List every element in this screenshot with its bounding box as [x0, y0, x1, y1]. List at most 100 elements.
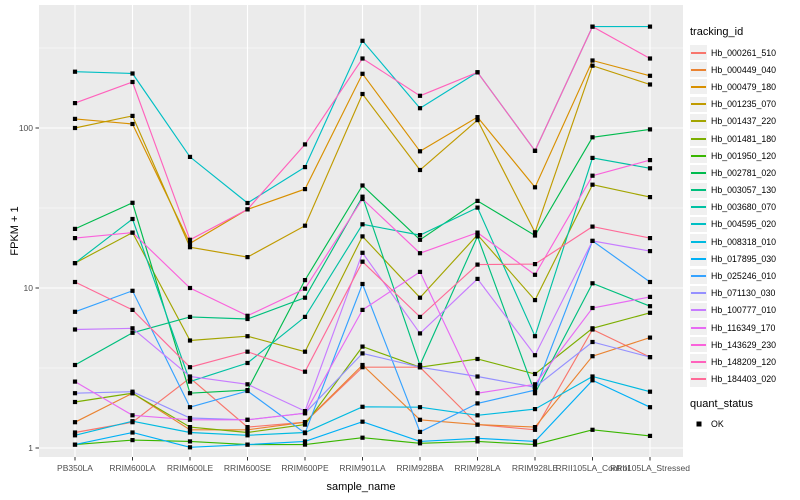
data-point — [72, 69, 78, 74]
legend-line-icon — [691, 309, 706, 312]
data-point — [187, 154, 193, 159]
legend-line-icon — [691, 171, 706, 174]
data-point — [72, 327, 78, 332]
legend-label: Hb_001950_120 — [711, 150, 777, 161]
legend-key-swatch — [690, 337, 707, 353]
x-tick-label: RRIM600SE — [223, 463, 272, 473]
data-point — [72, 279, 78, 285]
data-point — [647, 304, 653, 309]
data-point — [475, 276, 480, 281]
data-point — [532, 230, 538, 235]
data-point — [360, 351, 365, 356]
data-point — [590, 427, 595, 432]
data-point — [417, 417, 423, 422]
legend-label: Hb_001481_180 — [711, 133, 777, 144]
legend-row-Hb_001235_070: Hb_001235_070 — [690, 96, 798, 113]
data-point — [475, 422, 480, 427]
data-point — [417, 93, 423, 98]
data-point — [130, 288, 135, 293]
legend-key-swatch — [690, 113, 707, 129]
data-point — [360, 196, 365, 202]
legend-label: Hb_002781_020 — [711, 167, 777, 178]
data-point — [130, 71, 135, 76]
data-point — [647, 279, 653, 285]
x-tick-label: RRII105LA_Stressed — [610, 463, 690, 473]
data-point — [647, 158, 653, 163]
x-tick-label: RRIM928LE — [511, 463, 559, 473]
data-point — [72, 101, 78, 106]
data-point — [130, 200, 135, 205]
data-point — [647, 24, 653, 29]
data-point — [475, 436, 480, 441]
legend-key-swatch — [690, 45, 707, 61]
panel-background — [39, 5, 683, 457]
data-point — [187, 425, 193, 430]
legend-line-icon — [691, 68, 706, 71]
data-point — [130, 307, 135, 312]
legend-key-swatch — [690, 354, 707, 370]
data-point — [475, 439, 480, 444]
data-point — [245, 433, 250, 438]
data-point — [187, 365, 193, 370]
y-tick-label: 1 — [28, 443, 33, 453]
data-point — [647, 335, 653, 340]
data-point — [475, 391, 480, 396]
legend-key-swatch — [690, 234, 707, 250]
data-point — [187, 245, 193, 250]
data-point — [187, 405, 193, 410]
legend: tracking_id Hb_000261_510 Hb_000449_040 Hb… — [690, 26, 798, 433]
data-point — [130, 79, 135, 85]
data-point — [532, 262, 538, 267]
data-point — [590, 182, 595, 187]
data-point — [417, 405, 423, 410]
x-tick-label: RRIM600LE — [166, 463, 214, 473]
data-point — [360, 435, 365, 440]
data-point — [647, 294, 653, 299]
data-point — [532, 439, 538, 444]
legend-line-icon — [691, 85, 706, 88]
data-point — [130, 216, 135, 222]
legend-label: Hb_143629_230 — [711, 339, 777, 350]
legend-key-swatch — [690, 320, 707, 336]
data-point — [130, 121, 135, 127]
data-point — [72, 261, 78, 266]
legend-label: Hb_148209_120 — [711, 356, 777, 367]
data-point — [302, 278, 308, 283]
legend-row-Hb_025246_010: Hb_025246_010 — [690, 267, 798, 284]
legend-line-icon — [691, 137, 706, 140]
data-point — [590, 378, 595, 383]
legend-line-icon — [691, 120, 706, 123]
data-point — [245, 255, 250, 260]
data-point — [475, 198, 480, 203]
legend-key-swatch — [690, 216, 707, 232]
data-point — [245, 207, 250, 212]
data-point — [72, 226, 78, 231]
data-point — [360, 281, 365, 287]
data-point — [590, 135, 595, 140]
data-point — [130, 438, 135, 443]
data-point — [590, 354, 595, 359]
data-point — [72, 420, 78, 425]
data-point — [590, 281, 595, 286]
data-point — [187, 439, 193, 444]
data-point — [647, 73, 653, 78]
legend-row-Hb_003057_130: Hb_003057_130 — [690, 182, 798, 199]
data-point — [360, 259, 365, 264]
legend-line-icon — [691, 154, 706, 157]
data-point — [532, 148, 538, 153]
data-point — [532, 185, 538, 190]
data-point — [72, 399, 78, 405]
data-point — [245, 313, 250, 318]
data-point — [360, 365, 365, 370]
data-point — [532, 385, 538, 390]
data-point — [590, 305, 595, 311]
data-point — [72, 362, 78, 368]
data-point — [532, 334, 538, 339]
legend-key-swatch — [690, 251, 707, 267]
data-point — [302, 187, 308, 192]
legend-key-swatch — [690, 182, 707, 198]
data-point — [72, 116, 78, 121]
y-tick-label: 10 — [23, 283, 33, 293]
data-point — [72, 379, 78, 384]
data-point — [532, 425, 538, 430]
